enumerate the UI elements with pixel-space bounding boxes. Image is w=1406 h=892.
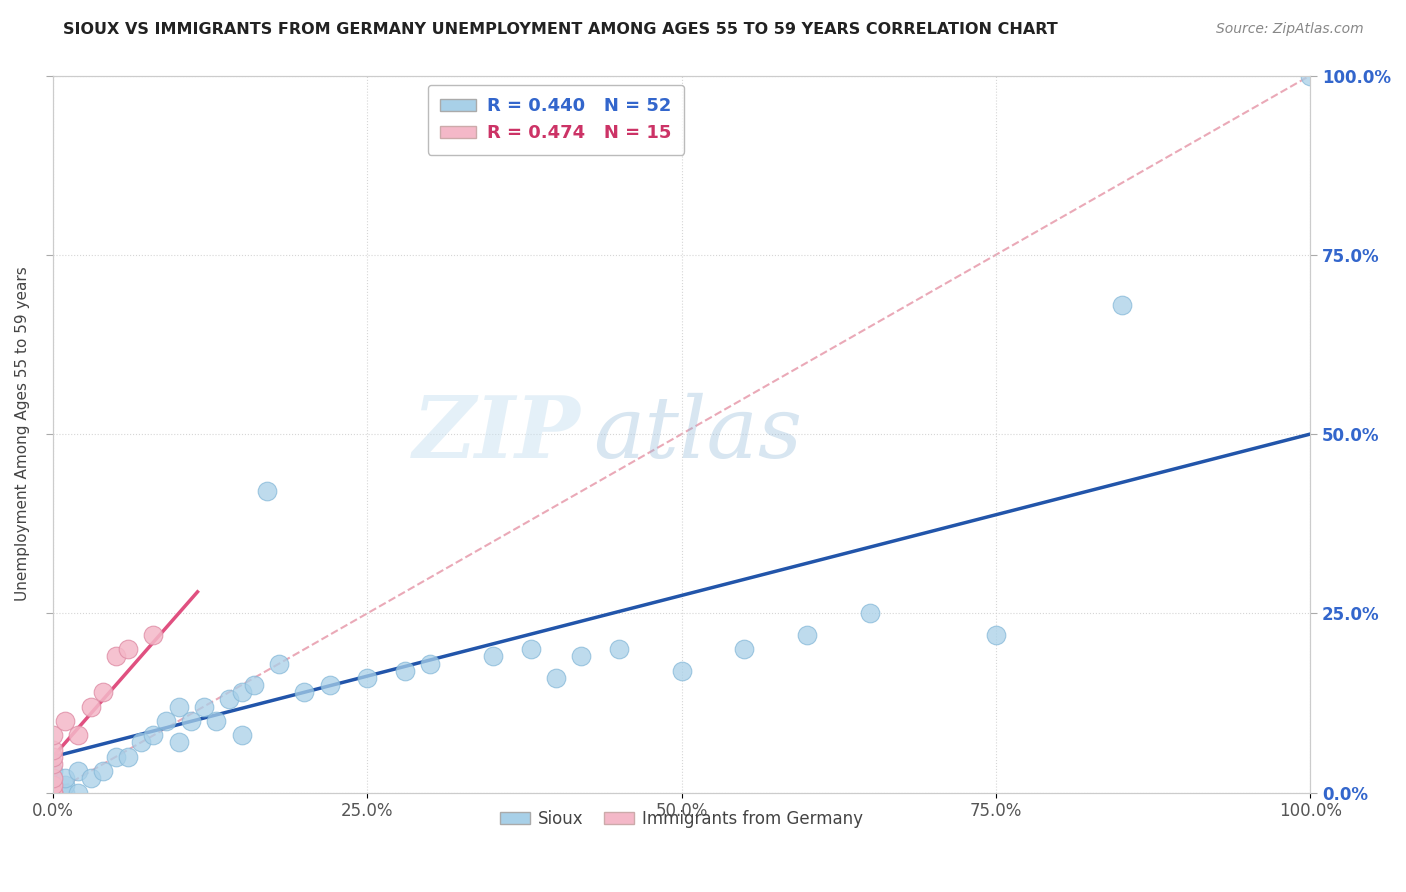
Point	[419, 657, 441, 671]
Point	[671, 664, 693, 678]
Text: ZIP: ZIP	[413, 392, 581, 475]
Point	[859, 607, 882, 621]
Point	[42, 772, 65, 786]
Point	[42, 786, 65, 800]
Point	[544, 671, 567, 685]
Point	[42, 779, 65, 793]
Point	[318, 678, 340, 692]
Point	[55, 786, 77, 800]
Point	[55, 714, 77, 728]
Text: Source: ZipAtlas.com: Source: ZipAtlas.com	[1216, 22, 1364, 37]
Point	[42, 779, 65, 793]
Point	[42, 786, 65, 800]
Text: atlas: atlas	[593, 392, 803, 475]
Point	[155, 714, 177, 728]
Point	[243, 678, 266, 692]
Point	[42, 728, 65, 742]
Point	[218, 692, 240, 706]
Point	[55, 772, 77, 786]
Point	[205, 714, 228, 728]
Point	[104, 749, 127, 764]
Point	[67, 728, 90, 742]
Point	[356, 671, 378, 685]
Point	[42, 749, 65, 764]
Y-axis label: Unemployment Among Ages 55 to 59 years: Unemployment Among Ages 55 to 59 years	[15, 267, 30, 601]
Point	[1299, 69, 1322, 83]
Point	[67, 764, 90, 779]
Point	[42, 786, 65, 800]
Point	[519, 642, 541, 657]
Point	[42, 786, 65, 800]
Point	[482, 649, 505, 664]
Legend: Sioux, Immigrants from Germany: Sioux, Immigrants from Germany	[494, 803, 870, 835]
Point	[79, 699, 101, 714]
Point	[142, 728, 165, 742]
Point	[129, 735, 152, 749]
Point	[733, 642, 755, 657]
Point	[231, 728, 253, 742]
Point	[394, 664, 416, 678]
Point	[180, 714, 202, 728]
Point	[104, 649, 127, 664]
Point	[269, 657, 291, 671]
Point	[42, 786, 65, 800]
Point	[117, 642, 139, 657]
Point	[42, 779, 65, 793]
Point	[984, 628, 1007, 642]
Point	[55, 779, 77, 793]
Point	[42, 772, 65, 786]
Point	[256, 484, 278, 499]
Point	[42, 786, 65, 800]
Point	[91, 685, 114, 699]
Point	[42, 786, 65, 800]
Point	[167, 735, 190, 749]
Point	[292, 685, 315, 699]
Point	[142, 628, 165, 642]
Point	[167, 699, 190, 714]
Point	[42, 786, 65, 800]
Point	[42, 786, 65, 800]
Point	[607, 642, 630, 657]
Point	[79, 772, 101, 786]
Point	[91, 764, 114, 779]
Point	[231, 685, 253, 699]
Point	[42, 786, 65, 800]
Point	[796, 628, 818, 642]
Point	[1111, 298, 1133, 312]
Point	[117, 749, 139, 764]
Point	[42, 764, 65, 779]
Point	[42, 742, 65, 756]
Point	[193, 699, 215, 714]
Point	[42, 756, 65, 771]
Point	[569, 649, 592, 664]
Point	[67, 786, 90, 800]
Text: SIOUX VS IMMIGRANTS FROM GERMANY UNEMPLOYMENT AMONG AGES 55 TO 59 YEARS CORRELAT: SIOUX VS IMMIGRANTS FROM GERMANY UNEMPLO…	[63, 22, 1059, 37]
